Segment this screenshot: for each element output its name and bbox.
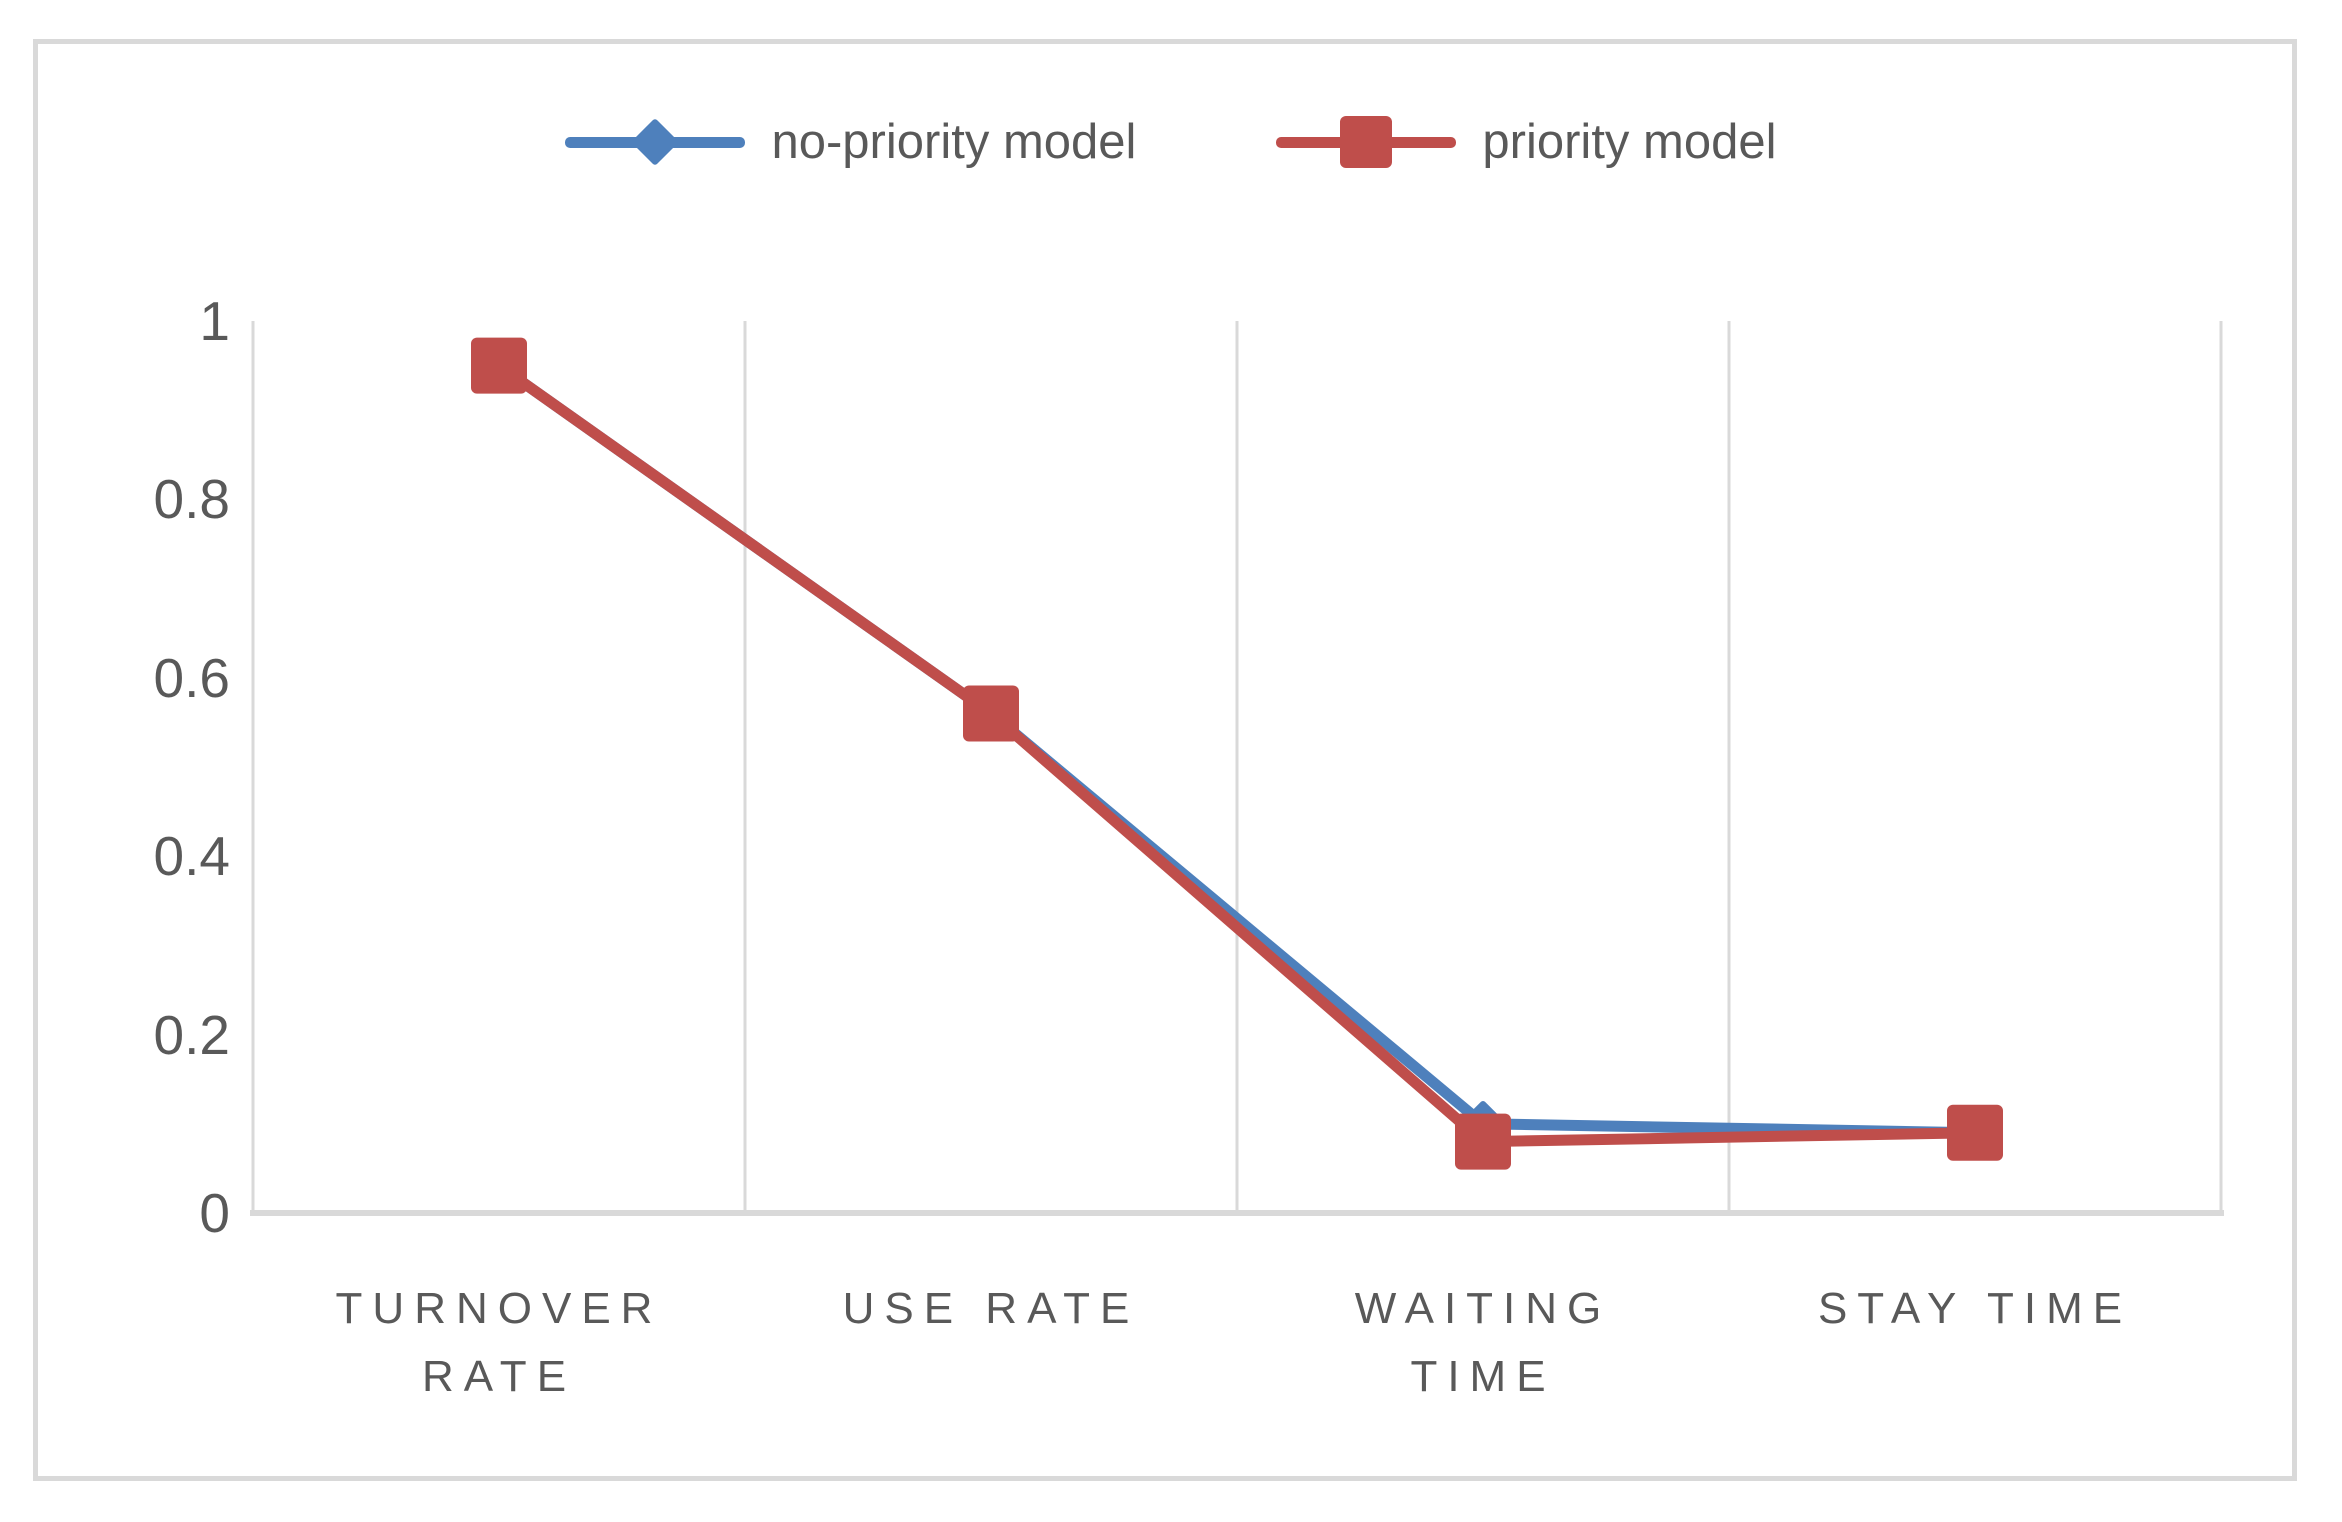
y-tick-label: 0.6 <box>153 646 230 709</box>
line-square-marker-icon <box>1276 112 1457 172</box>
chart-border <box>33 39 2297 1481</box>
square-marker-icon <box>1947 1104 2003 1161</box>
y-tick-label: 1 <box>199 290 230 352</box>
y-tick-label: 0.2 <box>153 1003 230 1066</box>
x-category-label: USE RATE <box>842 1284 1140 1333</box>
square-marker-icon <box>471 337 527 394</box>
series-line-1 <box>493 360 1981 1148</box>
legend-item-no-priority-model: no-priority model <box>565 112 1136 172</box>
y-tick-label: 0.8 <box>153 468 230 531</box>
legend-label-no-priority-model: no-priority model <box>771 115 1137 169</box>
line-diamond-marker-icon <box>565 112 746 172</box>
x-category-label: WAITING TIME <box>1354 1284 1612 1401</box>
x-category-label: TURNOVER RATE <box>335 1284 663 1401</box>
square-marker-icon <box>1340 116 1393 168</box>
legend-label-priority-model: priority model <box>1482 115 1777 169</box>
y-tick-label: 0.4 <box>153 825 230 888</box>
x-category-label: STAY TIME <box>1817 1284 2133 1333</box>
legend-item-priority-model: priority model <box>1276 112 1777 172</box>
square-marker-icon <box>963 685 1019 742</box>
chart-legend: no-priority model priority model <box>0 112 2342 172</box>
square-marker-icon <box>1455 1113 1511 1170</box>
y-tick-label: 0 <box>199 1182 230 1244</box>
